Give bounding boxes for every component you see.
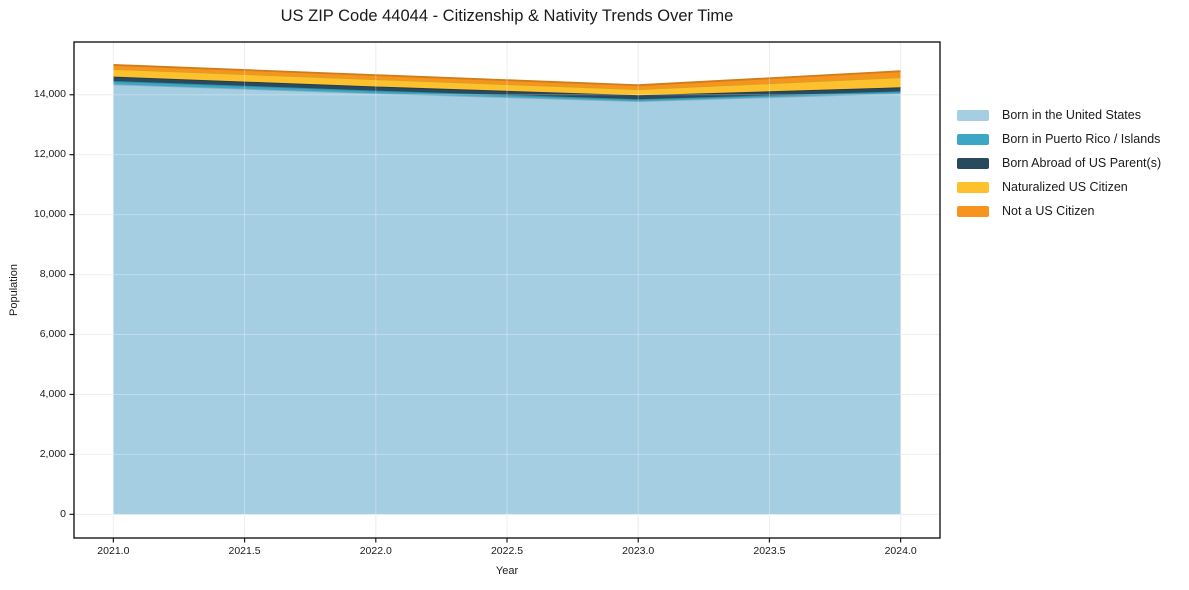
- legend-label: Born in Puerto Rico / Islands: [1002, 132, 1161, 146]
- y-tick-label: 4,000: [39, 387, 66, 400]
- area-edge-line: [113, 64, 901, 87]
- x-tick-label: 2021.5: [228, 545, 261, 557]
- legend-label: Naturalized US Citizen: [1002, 180, 1128, 194]
- area-series: [113, 64, 901, 90]
- legend-label: Not a US Citizen: [1002, 204, 1095, 218]
- y-tick-label: 2,000: [39, 447, 66, 460]
- x-tick-label: 2024.0: [884, 545, 917, 557]
- legend-item: Not a US Citizen: [957, 199, 1161, 223]
- chart-title: US ZIP Code 44044 - Citizenship & Nativi…: [280, 7, 734, 25]
- y-tick-label: 14,000: [33, 88, 66, 101]
- legend-label: Born Abroad of US Parent(s): [1002, 156, 1162, 170]
- legend-swatch: [957, 109, 989, 121]
- x-tick-label: 2021.0: [97, 545, 130, 557]
- x-tick-label: 2022.5: [490, 545, 524, 557]
- legend: Born in the United States Born in Puerto …: [957, 103, 1161, 223]
- x-axis-label: Year: [495, 565, 519, 577]
- y-tick-label: 10,000: [33, 208, 66, 221]
- x-tick-label: 2022.0: [359, 545, 392, 557]
- legend-item: Born in the United States: [957, 103, 1161, 127]
- legend-item: Born Abroad of US Parent(s): [957, 151, 1161, 175]
- y-tick-label: 6,000: [39, 328, 66, 340]
- area-series: [113, 84, 901, 515]
- area-series: [113, 69, 901, 96]
- legend-item: Born in Puerto Rico / Islands: [957, 127, 1161, 151]
- legend-swatch: [957, 181, 989, 193]
- x-tick-label: 2023.0: [622, 545, 655, 557]
- y-tick-label: 12,000: [33, 148, 66, 161]
- legend-item: Naturalized US Citizen: [957, 175, 1161, 199]
- legend-swatch: [957, 205, 989, 217]
- legend-label: Born in the United States: [1002, 108, 1141, 122]
- y-tick-label: 0: [60, 507, 66, 520]
- legend-swatch: [957, 133, 989, 145]
- y-tick-label: 8,000: [39, 268, 66, 281]
- legend-swatch: [957, 157, 989, 169]
- x-tick-label: 2023.5: [753, 545, 786, 557]
- area-edge-line: [113, 80, 901, 101]
- area-series: [113, 81, 901, 102]
